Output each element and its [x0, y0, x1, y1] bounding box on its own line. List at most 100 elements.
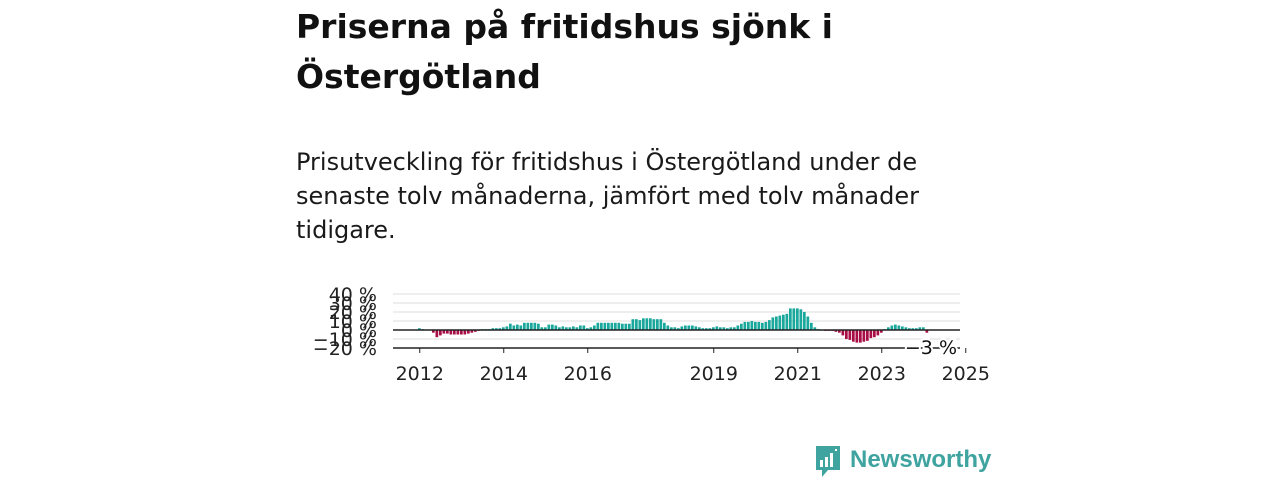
bar: [565, 327, 568, 330]
bar: [652, 319, 656, 330]
bar: [838, 330, 841, 333]
bar: [649, 318, 652, 330]
bar: [876, 330, 880, 336]
bar: [530, 322, 533, 330]
bar: [789, 308, 792, 330]
bar: [635, 319, 638, 330]
bar: [659, 319, 663, 330]
bar: [897, 325, 901, 330]
y-tick-label: 20 %: [329, 302, 377, 324]
bar: [757, 321, 761, 330]
bar: [519, 325, 523, 330]
bar: [509, 323, 512, 330]
newsworthy-logo: Newsworthy: [814, 444, 991, 480]
bar: [516, 324, 519, 330]
bar: [449, 330, 453, 335]
bar: [582, 325, 586, 330]
bar: [806, 316, 810, 330]
bar: [799, 309, 803, 330]
bar: [764, 321, 768, 330]
x-tick-label: 2016: [564, 363, 612, 385]
headline: Priserna på fritidshus sjönk i Östergötl…: [296, 7, 833, 96]
bar: [442, 330, 446, 334]
bar: [894, 324, 897, 330]
bar: [677, 328, 680, 330]
bar: [698, 327, 701, 330]
bar: [589, 327, 593, 330]
bar: [470, 330, 474, 333]
bar: [575, 327, 579, 330]
x-tick-label: 2014: [480, 363, 528, 385]
bar: [918, 327, 922, 330]
bar: [568, 327, 572, 330]
bar: [736, 325, 740, 330]
x-tick-label: 2021: [774, 363, 822, 385]
bar: [432, 330, 435, 333]
bar: [498, 328, 502, 330]
bar: [463, 330, 467, 335]
y-tick-label: −10 %: [313, 329, 377, 351]
bar: [439, 330, 442, 336]
bar: [446, 330, 449, 334]
bar: [887, 327, 890, 330]
bar: [579, 325, 582, 330]
x-tick-label: 2025: [942, 363, 990, 385]
bar: [901, 326, 904, 330]
bar: [694, 326, 698, 330]
bar: [873, 330, 876, 338]
bar: [778, 315, 782, 330]
last-value-label: −3 %: [905, 337, 957, 359]
bar: [614, 322, 617, 330]
bar: [663, 322, 666, 330]
bar: [712, 327, 715, 330]
bar: [638, 320, 642, 330]
bar: [467, 330, 470, 334]
bar: [915, 328, 918, 330]
bar: [544, 327, 547, 330]
bar: [785, 313, 789, 330]
bar: [911, 328, 915, 330]
bar: [474, 330, 477, 332]
bar: [715, 326, 719, 330]
bar: [680, 326, 684, 330]
bar: [684, 325, 687, 330]
bar: [453, 330, 456, 335]
bar: [701, 328, 705, 330]
bar: [740, 323, 743, 330]
bar: [558, 327, 561, 330]
subtitle: Prisutveckling för fritidshus i Östergöt…: [296, 148, 919, 244]
bar: [572, 326, 575, 330]
bar: [722, 327, 726, 330]
bar: [533, 322, 537, 330]
bar: [834, 330, 838, 332]
newsworthy-logo-icon: [816, 446, 840, 477]
bar: [505, 326, 509, 330]
bar: [782, 314, 785, 330]
bar: [554, 325, 558, 330]
bar: [621, 323, 624, 330]
bar: [708, 328, 712, 330]
bar: [852, 330, 855, 342]
bar: [523, 322, 526, 330]
bar: [586, 328, 589, 330]
bar: [610, 322, 614, 330]
bar: [890, 325, 894, 330]
bar: [813, 327, 817, 330]
bar: [733, 327, 736, 330]
bar: [642, 318, 645, 330]
bar: [502, 327, 505, 330]
bar: [607, 322, 610, 330]
bar: [547, 324, 551, 330]
bar: [460, 330, 463, 335]
bar: [526, 322, 530, 330]
bar: [656, 319, 659, 330]
bar: [796, 308, 799, 330]
bar: [761, 322, 764, 330]
bar: [495, 328, 498, 330]
bar: [540, 327, 544, 330]
bar: [841, 330, 845, 336]
bar: [743, 321, 747, 330]
y-axis-ticks: 40 %30 %20 %10 %0 %−10 %−20 %: [313, 284, 377, 360]
bar: [617, 322, 621, 330]
